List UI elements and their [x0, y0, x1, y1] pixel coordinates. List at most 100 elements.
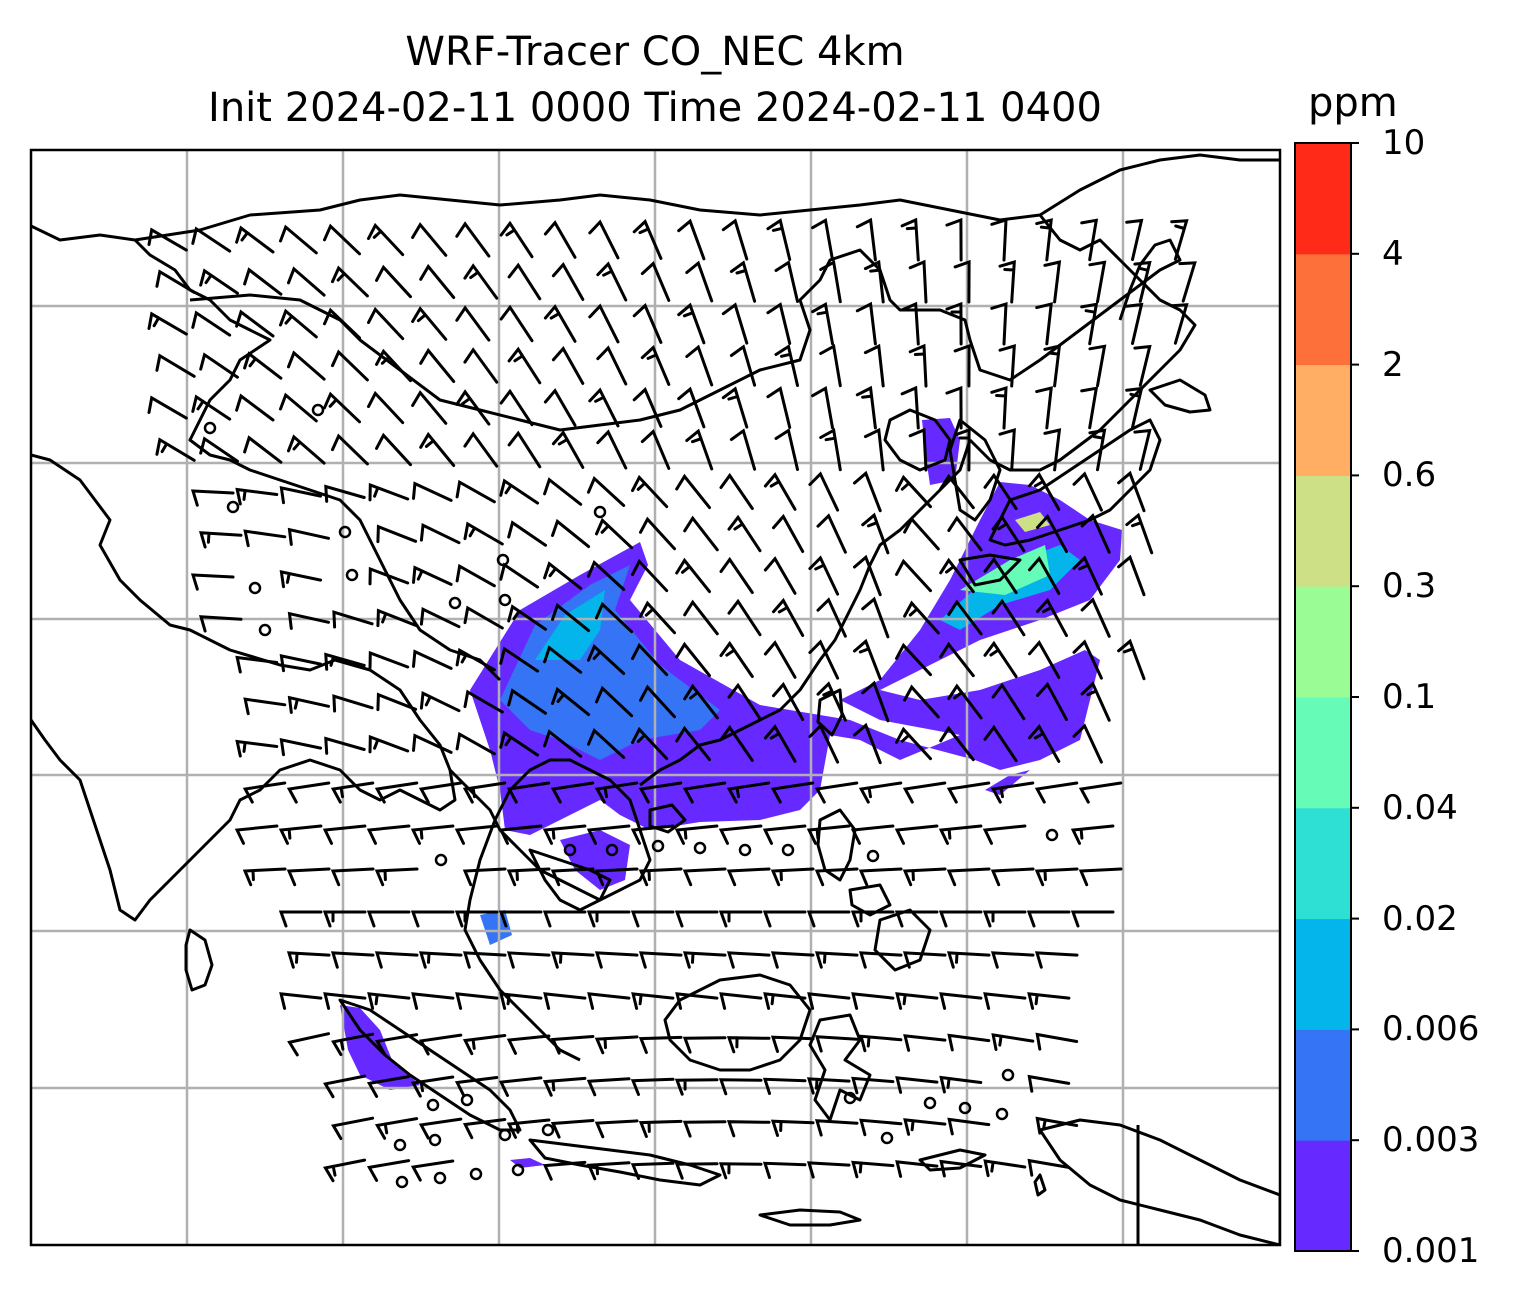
wind-barb [462, 1034, 507, 1056]
wind-barb [895, 1160, 939, 1178]
wind-barb [455, 992, 499, 1010]
wind-barb [859, 1118, 903, 1137]
wind-barb [772, 681, 805, 721]
wind-barb [861, 512, 890, 555]
wind-barb [366, 824, 411, 845]
wind-barb [506, 867, 551, 887]
wind-barb [463, 347, 499, 384]
wind-barb [630, 824, 675, 845]
wind-barb [859, 1034, 903, 1053]
wind-barb [499, 478, 540, 505]
wind-barb [323, 391, 361, 424]
wind-barb [542, 910, 587, 928]
wind-barb [324, 484, 366, 503]
wind-barb [234, 824, 279, 845]
coast-taiwan [816, 688, 844, 737]
wind-barb [147, 311, 188, 336]
wind-barb [594, 781, 639, 804]
wind-barb [998, 259, 1016, 304]
wind-barb [675, 557, 711, 594]
wind-barb [726, 781, 771, 804]
wind-barb [506, 781, 551, 804]
wind-barb [1078, 867, 1123, 887]
wind-barb [1072, 639, 1103, 680]
wind-barb [727, 598, 762, 637]
wind-barb [729, 260, 757, 303]
wind-barb [507, 604, 547, 631]
wind-barb [1027, 1158, 1071, 1177]
wind-barb [632, 219, 663, 260]
wind-barb [719, 472, 754, 510]
wind-barb [900, 385, 920, 430]
wind-barb [324, 652, 366, 671]
wind-barb [463, 431, 499, 468]
wind-barb [1178, 261, 1197, 303]
wind-barb [498, 1076, 543, 1097]
calm-marker [395, 1175, 409, 1189]
wind-barb [235, 739, 279, 758]
calm-marker [511, 1163, 525, 1177]
wind-barb [410, 1159, 455, 1182]
wind-barb [199, 268, 239, 295]
wind-barb [1080, 513, 1111, 554]
wind-barb [1028, 724, 1061, 763]
wind-barb [729, 428, 757, 471]
wind-barb [902, 867, 947, 887]
wind-barb [677, 218, 706, 261]
wind-barb [191, 310, 232, 337]
wind-barb [721, 302, 749, 345]
wind-barb [894, 824, 939, 845]
wind-barb [596, 345, 628, 386]
wind-barb [1072, 471, 1103, 512]
colorbar-segment [1295, 364, 1351, 476]
wind-barb [998, 427, 1016, 472]
wind-barb [279, 737, 323, 757]
calm-marker [496, 553, 510, 567]
wind-barb [808, 471, 840, 512]
wind-barb [953, 259, 971, 304]
wind-barb [587, 727, 626, 759]
calm-marker [203, 421, 217, 435]
wind-barb [726, 867, 771, 887]
wind-barb [463, 263, 499, 300]
wind-barb [190, 489, 235, 507]
wind-barb [640, 261, 671, 302]
colorbar-tick-label: 0.006 [1382, 1009, 1480, 1050]
wind-barb [419, 263, 456, 299]
wind-barb [588, 303, 620, 344]
wind-barb [908, 343, 928, 388]
wind-barb [939, 992, 983, 1010]
wind-barb [946, 951, 991, 969]
wind-barb [1117, 554, 1146, 597]
wind-barb [595, 601, 634, 634]
calm-marker [345, 568, 359, 582]
wind-barb [814, 1119, 859, 1137]
wind-barb [808, 555, 840, 596]
colorbar-tick-label: 0.6 [1382, 455, 1437, 496]
wind-barb [683, 599, 719, 636]
wind-barb [1088, 260, 1107, 304]
wind-barb [198, 615, 243, 633]
wind-barb [631, 474, 669, 509]
wind-barb [455, 647, 496, 672]
wind-barb [543, 220, 577, 259]
wind-barb [331, 1116, 375, 1141]
wind-barb [366, 1075, 411, 1098]
wind-barb [682, 867, 727, 887]
wind-barb [1070, 824, 1115, 845]
wind-barb [677, 302, 706, 345]
wind-barb [808, 639, 840, 680]
wind-barb [855, 301, 877, 346]
wind-barb [419, 347, 456, 383]
wind-barb [419, 523, 461, 545]
calm-marker [498, 1128, 512, 1142]
wind-barb [1133, 428, 1152, 471]
wind-barb [286, 951, 331, 969]
colorbar-tick-label: 2 [1382, 344, 1404, 385]
wind-barb [772, 513, 805, 553]
wind-barb [811, 385, 834, 430]
wind-barb [685, 428, 714, 471]
wind-barb [683, 683, 719, 720]
wind-barb [682, 1120, 727, 1138]
wind-barb [235, 487, 279, 506]
